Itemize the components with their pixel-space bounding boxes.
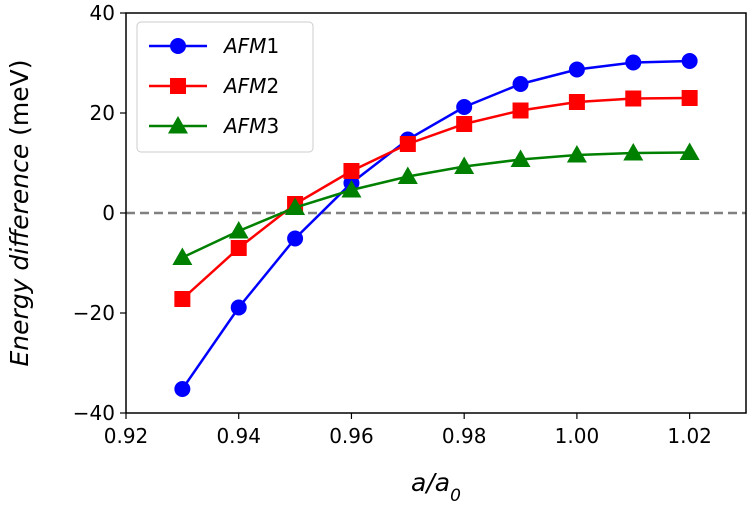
data-point-afm1 [287,230,304,247]
data-point-afm2 [625,90,642,107]
ticks-layer: 0.92 0.94 0.96 0.98 1.00 1.02 −40 −20 0 20 40 [73,1,712,448]
data-point-afm2 [174,291,191,307]
legend-label-afm2: AFM2 [222,74,279,98]
data-point-afm3 [172,247,193,265]
data-point-afm2 [230,240,247,256]
data-point-afm2 [343,163,360,179]
series-line-afm3 [181,151,690,259]
legend-marker-afm3 [168,116,188,134]
data-point-afm2 [399,136,416,152]
data-point-afm3 [454,156,475,174]
series-line-afm2 [181,96,690,300]
data-point-afm3 [285,197,306,215]
legend-items: AFM1 AFM2 AFM3 [149,34,279,138]
data-point-afm1 [625,54,642,71]
plot-layer [126,53,746,397]
x-tick-label: 1.00 [555,424,600,448]
x-tick-label: 0.98 [442,424,487,448]
y-axis-label: Energy difference (meV) [5,59,34,366]
legend-marker-afm2 [170,78,186,94]
y-tick-label: −40 [73,401,115,425]
data-point-afm3 [228,221,249,239]
series-line-afm1 [181,59,690,390]
data-point-afm3 [510,149,531,167]
x-axis-label: a/a0 [411,468,461,506]
data-point-afm3 [397,166,418,184]
y-tick-label: −20 [73,301,115,325]
y-tick-label: 0 [102,201,115,225]
data-point-afm2 [456,116,473,132]
x-tick-label: 1.02 [667,424,712,448]
x-tick-label: 0.92 [104,424,149,448]
legend-marker-afm1 [170,38,186,54]
data-point-afm1 [456,99,473,115]
legend-box [136,21,314,153]
data-point-afm2 [568,94,585,110]
x-tick-label: 0.96 [329,424,374,448]
data-point-afm3 [623,143,644,161]
data-point-afm1 [174,381,191,397]
data-point-afm3 [341,180,362,198]
legend-label-afm1: AFM1 [222,34,279,58]
data-point-afm3 [566,145,587,163]
data-point-afm2 [512,102,529,119]
y-tick-label: 20 [90,101,115,125]
y-tick-label: 40 [90,1,115,25]
data-point-afm1 [568,61,585,78]
data-point-afm3 [679,142,700,160]
legend-label-afm3: AFM3 [222,114,279,138]
data-point-afm1 [230,299,247,316]
x-tick-label: 0.94 [216,424,261,448]
data-point-afm1 [681,53,698,69]
data-point-afm2 [681,90,698,106]
data-point-afm1 [512,76,529,92]
legend: AFM1 AFM2 AFM3 [136,21,314,153]
